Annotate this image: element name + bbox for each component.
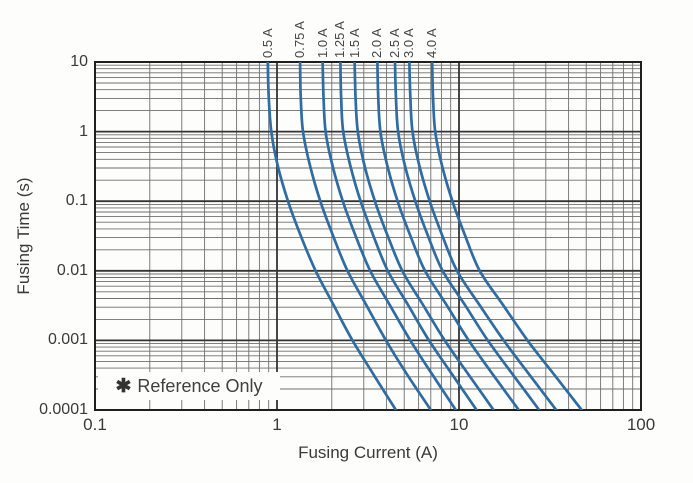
fuse-curve-4.0-a <box>430 62 584 410</box>
x-tick-100: 100 <box>626 415 656 434</box>
fuse-curve-1.25-a <box>339 62 478 410</box>
y-tick-1: 1 <box>79 122 88 140</box>
y-tick-10: 10 <box>70 53 88 70</box>
curve-label-0.75-a: 0.75 A <box>292 21 307 58</box>
x-axis-title: Fusing Current (A) <box>298 443 438 462</box>
y-tick-0.0001: 0.0001 <box>39 401 88 418</box>
y-tick-0.1: 0.1 <box>65 192 88 210</box>
curve-label-0.5-a: 0.5 A <box>260 28 275 58</box>
curve-label-1.25-a: 1.25 A <box>332 21 347 58</box>
curve-label-1.0-a: 1.0 A <box>315 28 330 58</box>
y-tick-0.01: 0.01 <box>56 261 88 279</box>
asterisk-icon: ✱ <box>115 375 132 397</box>
fuse-curve-2.5-a <box>393 62 541 410</box>
fuse-curve-0.5-a <box>266 62 398 410</box>
fuse-curve-1.5-a <box>353 62 495 410</box>
reference-only-annotation: ✱ Reference Only <box>98 372 280 400</box>
curve-label-2.0-a: 2.0 A <box>369 28 384 58</box>
reference-only-text: Reference Only <box>137 375 263 396</box>
x-tick-0.1: 0.1 <box>83 415 107 434</box>
curve-label-3.0-a: 3.0 A <box>401 28 416 58</box>
fuse-curve-1.0-a <box>321 62 458 410</box>
curve-label-1.5-a: 1.5 A <box>347 28 362 58</box>
fuse-curve-3.0-a <box>408 62 558 410</box>
x-tick-10: 10 <box>449 415 469 434</box>
y-tick-0.001: 0.001 <box>47 331 88 349</box>
curve-label-4.0-a: 4.0 A <box>424 28 439 58</box>
x-tick-1: 1 <box>272 415 282 434</box>
fuse-curve-0.75-a <box>298 62 433 410</box>
fuse-curve-2.0-a <box>376 62 521 410</box>
curve-label-2.5-a: 2.5 A <box>387 28 402 58</box>
